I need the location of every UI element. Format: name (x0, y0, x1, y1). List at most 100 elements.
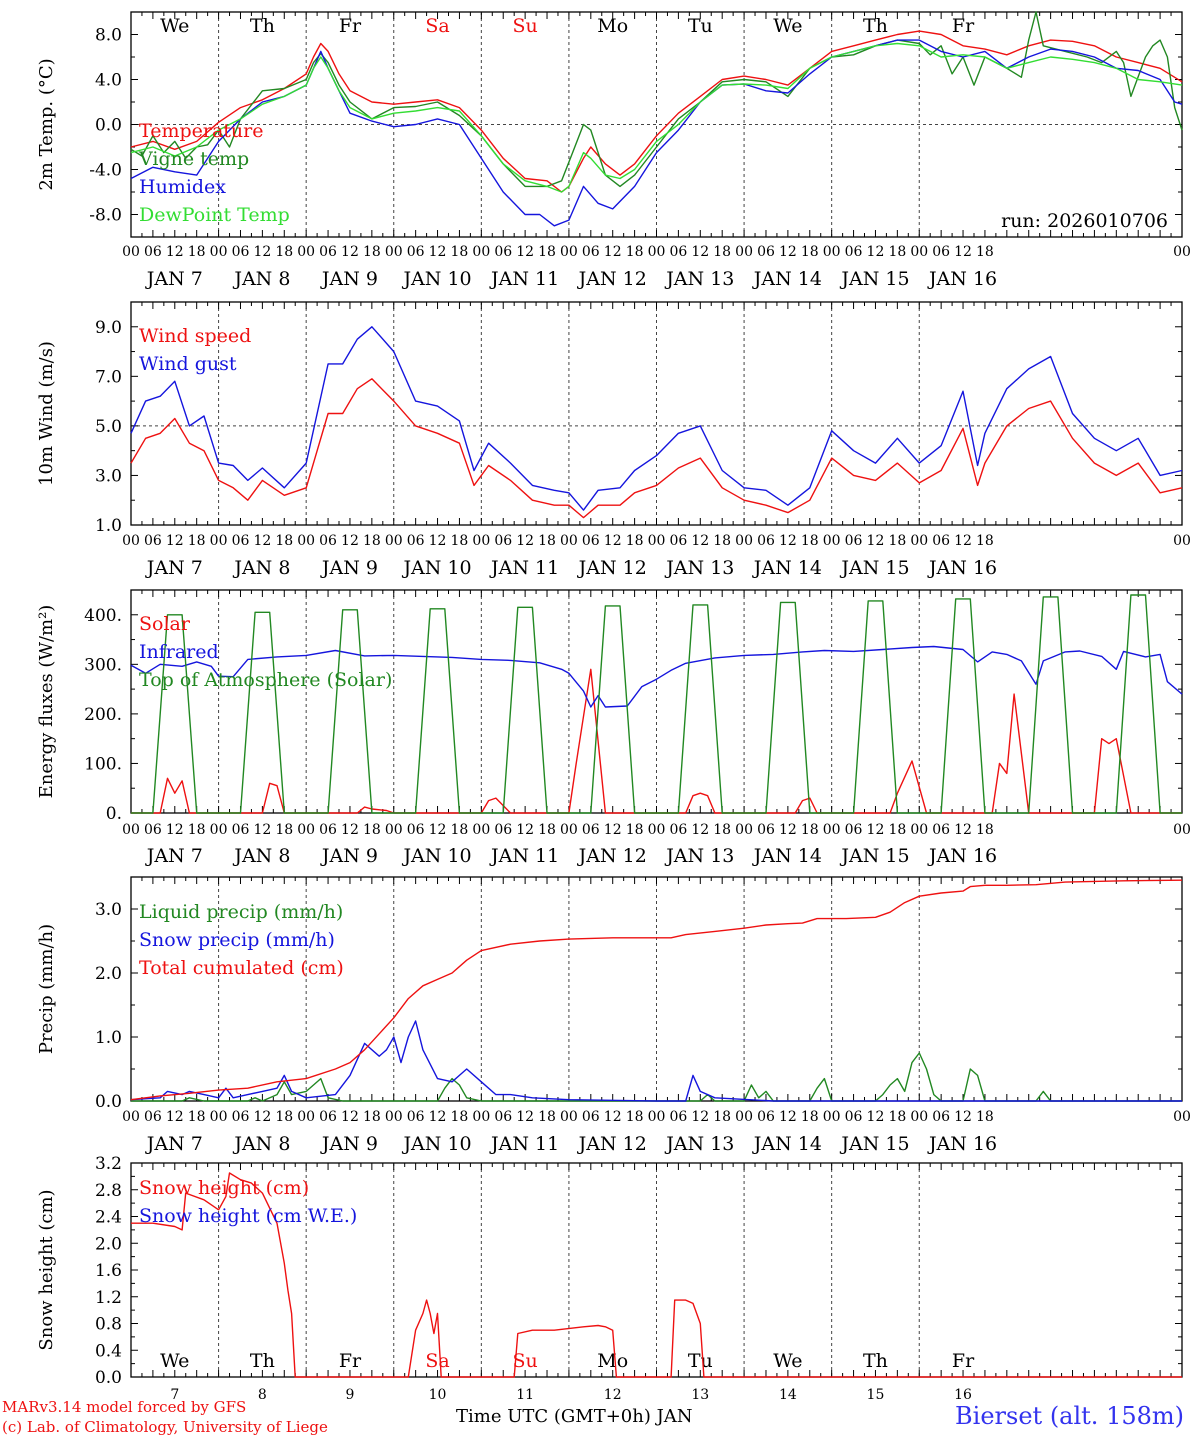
x-day-label: 16 (954, 1387, 972, 1403)
x-hour-label: 06 (232, 244, 250, 260)
x-hour-label: 06 (232, 533, 250, 549)
x-date-label: JAN 16 (927, 268, 997, 290)
x-hour-label: 00 (560, 1109, 578, 1125)
x-hour-label: 18 (451, 244, 469, 260)
x-date-label: JAN 12 (577, 1133, 647, 1155)
weekday-label: Tu (688, 1350, 713, 1372)
x-hour-label: 12 (429, 822, 447, 838)
x-hour-label: 00 (560, 822, 578, 838)
legend-entry: DewPoint Temp (139, 204, 290, 226)
x-hour-label: 12 (604, 244, 622, 260)
x-hour-label: 00 (648, 533, 666, 549)
x-hour-label: 06 (582, 533, 600, 549)
y-tick-label: 4.0 (95, 71, 122, 91)
x-hour-label: 18 (801, 822, 819, 838)
x-hour-label: 06 (757, 822, 775, 838)
x-hour-label: 00 (210, 822, 228, 838)
y-tick-label: 2.0 (95, 964, 122, 984)
weekday-label: Th (863, 15, 888, 37)
x-hour-label: 00 (210, 244, 228, 260)
x-hour-label: 12 (691, 1109, 709, 1125)
x-hour-label: 00 (472, 533, 490, 549)
y-tick-label: 1.0 (95, 1028, 122, 1048)
weekday-label: Su (512, 1350, 537, 1372)
chart-panel-1: -8.0-4.00.04.08.02m Temp. (°C)00 06 12 18 00… (36, 11, 1191, 290)
x-hour-label: 06 (494, 533, 512, 549)
x-hour-label: 00 (910, 1109, 928, 1125)
y-axis-title: Snow height (cm) (36, 1189, 57, 1350)
x-date-label: JAN 8 (232, 845, 290, 867)
x-hour-label: 06 (845, 822, 863, 838)
y-tick-label: 2.0 (95, 1234, 122, 1254)
x-hour-label: 06 (494, 822, 512, 838)
x-hour-label: 18 (976, 822, 994, 838)
x-hour-label: 18 (188, 822, 206, 838)
y-tick-label: 5.0 (95, 417, 122, 437)
x-hour-label: 06 (494, 244, 512, 260)
x-hour-label: 00 (910, 244, 928, 260)
legend-entry: Liquid precip (mm/h) (139, 901, 343, 923)
x-hour-label: 18 (538, 822, 556, 838)
x-hour-label: 00 (472, 1109, 490, 1125)
x-hour-label: 00 (910, 822, 928, 838)
x-hour-label: 18 (363, 1109, 381, 1125)
y-axis-title: Precip (mm/h) (36, 924, 57, 1054)
x-hour-label: 06 (319, 533, 337, 549)
x-hour-label: 06 (319, 244, 337, 260)
x-hour-label: 18 (626, 822, 644, 838)
y-tick-label: 1.2 (95, 1288, 122, 1308)
x-hour-label: 12 (867, 1109, 885, 1125)
y-tick-label: 9.0 (95, 318, 122, 338)
x-hour-label: 00 (210, 1109, 228, 1125)
x-hour-label: 18 (801, 533, 819, 549)
x-date-label: JAN 13 (664, 268, 734, 290)
x-hour-label: 18 (976, 1109, 994, 1125)
x-date-label: JAN 9 (320, 268, 378, 290)
x-hour-label: 12 (516, 244, 534, 260)
x-hour-label: 12 (691, 822, 709, 838)
x-hour-label: 06 (494, 1109, 512, 1125)
x-hour-label: 06 (669, 533, 687, 549)
y-tick-label: 3.0 (95, 900, 122, 920)
series-line-infrared (130, 645, 1183, 708)
y-tick-label: 2.4 (95, 1208, 122, 1228)
x-hour-label: 18 (713, 1109, 731, 1125)
series-line-top-of-atmosphere-solar- (131, 594, 1182, 814)
x-hour-label: 00 (1173, 244, 1191, 260)
x-hour-label: 12 (604, 533, 622, 549)
x-date-label: JAN 15 (839, 1133, 909, 1155)
x-date-label: JAN 13 (664, 845, 734, 867)
x-date-label: JAN 12 (577, 557, 647, 579)
weekday-label: Th (250, 1350, 275, 1372)
x-hour-label: 00 (735, 533, 753, 549)
x-date-label: JAN 8 (232, 1133, 290, 1155)
x-date-label: JAN 9 (320, 557, 378, 579)
weekday-label: Fr (952, 1350, 975, 1372)
x-hour-label: 12 (429, 244, 447, 260)
y-tick-label: 0.0 (95, 1368, 122, 1388)
x-hour-label: 18 (363, 533, 381, 549)
x-hour-label: 00 (648, 1109, 666, 1125)
x-hour-label: 06 (669, 822, 687, 838)
x-hour-label: 18 (538, 533, 556, 549)
series-line-snow-precip-mm-h- (130, 1020, 1182, 1102)
y-tick-label: 7.0 (95, 367, 122, 387)
x-hour-label: 12 (253, 244, 271, 260)
x-hour-label: 18 (275, 1109, 293, 1125)
x-day-label: 7 (170, 1387, 179, 1403)
x-hour-label: 06 (407, 822, 425, 838)
x-hour-label: 06 (845, 533, 863, 549)
x-hour-label: 18 (275, 533, 293, 549)
y-tick-label: -8.0 (89, 206, 122, 226)
x-hour-label: 06 (144, 244, 162, 260)
x-day-label: 11 (516, 1387, 534, 1403)
x-hour-label: 00 (210, 533, 228, 549)
x-date-label: JAN 12 (577, 268, 647, 290)
x-day-label: 15 (867, 1387, 885, 1403)
weekday-label: Tu (688, 15, 713, 37)
x-hour-label: 18 (451, 533, 469, 549)
weekday-label: Fr (339, 1350, 362, 1372)
x-hour-label: 06 (144, 1109, 162, 1125)
y-tick-label: 100. (84, 754, 122, 774)
